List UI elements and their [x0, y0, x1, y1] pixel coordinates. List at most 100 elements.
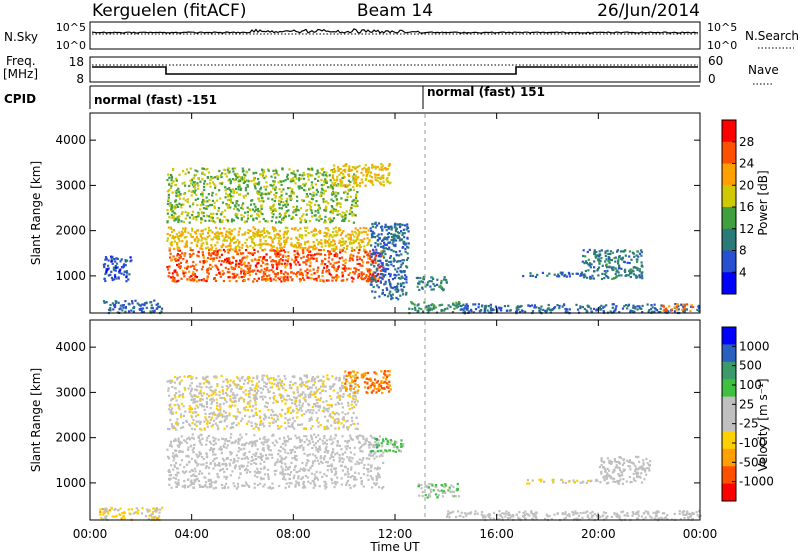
data-cell [405, 292, 407, 294]
data-cell [304, 243, 306, 245]
data-cell [213, 440, 215, 442]
data-cell [487, 309, 489, 311]
data-cell [311, 465, 313, 467]
data-cell [331, 248, 333, 250]
data-cell [196, 182, 198, 184]
data-cell [253, 269, 255, 271]
data-cell [212, 454, 214, 456]
data-cell [383, 247, 385, 249]
data-cell [408, 230, 410, 232]
data-cell [620, 274, 622, 276]
data-cell [271, 383, 273, 385]
data-cell [352, 166, 354, 168]
data-cell [197, 229, 199, 231]
data-cell [686, 303, 688, 305]
data-cell [382, 184, 384, 186]
data-cell [228, 262, 230, 264]
data-cell [639, 307, 641, 309]
data-cell [168, 194, 170, 196]
data-cell [317, 180, 319, 182]
data-cell [169, 234, 171, 236]
data-cell [168, 272, 170, 274]
data-cell [342, 279, 344, 281]
data-cell [206, 215, 208, 217]
data-cell [235, 280, 237, 282]
data-cell [403, 282, 405, 284]
data-cell [293, 469, 295, 471]
data-cell [443, 310, 445, 312]
data-cell [532, 275, 534, 277]
data-cell [325, 172, 327, 174]
data-cell [265, 454, 267, 456]
data-cell [192, 412, 194, 414]
data-cell [116, 515, 118, 517]
data-cell [296, 200, 298, 202]
data-cell [200, 245, 202, 247]
data-cell [227, 219, 229, 221]
data-cell [177, 206, 179, 208]
data-cell [269, 256, 271, 258]
data-cell [175, 411, 177, 413]
data-cell [272, 266, 274, 268]
data-cell [221, 260, 223, 262]
data-cell [110, 271, 112, 273]
data-cell [179, 450, 181, 452]
data-cell [371, 233, 373, 235]
data-cell [177, 479, 179, 481]
data-cell [298, 179, 300, 181]
data-cell [641, 265, 643, 267]
data-cell [311, 174, 313, 176]
data-cell [349, 272, 351, 274]
data-cell [290, 265, 292, 267]
data-cell [206, 386, 208, 388]
data-cell [359, 247, 361, 249]
data-cell [301, 439, 303, 441]
data-cell [676, 304, 678, 306]
data-cell [440, 285, 442, 287]
data-cell [294, 182, 296, 184]
data-cell [378, 486, 380, 488]
data-cell [342, 396, 344, 398]
data-cell [265, 181, 267, 183]
data-cell [378, 255, 380, 257]
data-cell [274, 234, 276, 236]
data-cell [208, 413, 210, 415]
data-cell [257, 448, 259, 450]
data-cell [349, 259, 351, 261]
data-cell [297, 477, 299, 479]
data-cell [284, 251, 286, 253]
data-cell [324, 258, 326, 260]
data-cell [340, 185, 342, 187]
data-cell [399, 260, 401, 262]
data-cell [207, 177, 209, 179]
data-cell [422, 310, 424, 312]
data-cell [335, 226, 337, 228]
data-cell [251, 271, 253, 273]
data-cell [318, 176, 320, 178]
data-cell [196, 453, 198, 455]
data-cell [606, 263, 608, 265]
data-cell [490, 304, 492, 306]
data-cell [346, 448, 348, 450]
data-cell [192, 474, 194, 476]
data-cell [363, 227, 365, 229]
data-cell [548, 304, 550, 306]
data-cell [296, 272, 298, 274]
data-cell [214, 438, 216, 440]
data-cell [568, 273, 570, 275]
data-cell [107, 265, 109, 267]
data-cell [331, 443, 333, 445]
data-cell [605, 258, 607, 260]
data-cell [168, 227, 170, 229]
data-cell [306, 462, 308, 464]
data-cell [259, 240, 261, 242]
data-cell [330, 169, 332, 171]
data-cell [168, 265, 170, 267]
data-cell [321, 476, 323, 478]
data-cell [588, 259, 590, 261]
data-cell [292, 417, 294, 419]
data-cell [186, 266, 188, 268]
data-cell [370, 444, 372, 446]
data-cell [350, 469, 352, 471]
data-cell [215, 389, 217, 391]
